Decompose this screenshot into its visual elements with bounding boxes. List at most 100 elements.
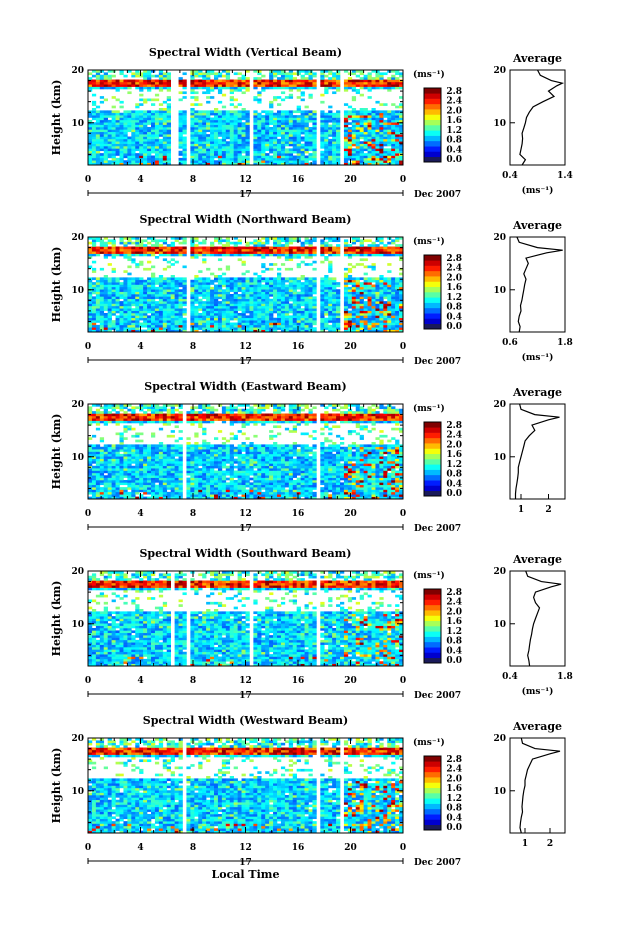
heatmap-cell [371, 313, 376, 316]
heatmap-cell [308, 298, 313, 302]
heatmap-cell [103, 451, 108, 455]
heatmap-cell [277, 84, 282, 87]
heatmap-cell [151, 134, 156, 137]
heatmap-cell [202, 305, 207, 309]
heatmap-cell [202, 148, 207, 152]
heatmap-cell [135, 251, 140, 254]
heatmap-cell [359, 239, 364, 243]
heatmap-cell [395, 81, 400, 85]
heatmap-cell [127, 294, 132, 297]
heatmap-cell [375, 324, 380, 328]
heatmap-cell [265, 241, 270, 245]
heatmap-cell [158, 89, 164, 92]
heatmap-cell [123, 315, 128, 319]
heatmap-cell [190, 115, 195, 118]
heatmap-cell [391, 310, 396, 314]
heatmap-cell [359, 251, 364, 254]
heatmap-cell [237, 136, 242, 140]
heatmap-cell [88, 148, 93, 152]
heatmap-cell [115, 98, 120, 102]
heatmap-cell [194, 81, 199, 85]
heatmap-cell [277, 291, 282, 295]
heatmap-cell [249, 289, 254, 292]
heatmap-cell [336, 298, 341, 302]
heatmap-cell [320, 246, 325, 250]
heatmap-cell [375, 117, 380, 121]
heatmap-cell [371, 148, 376, 152]
heatmap-cell [139, 289, 144, 292]
heatmap-cell [320, 138, 325, 142]
heatmap-cell [202, 253, 207, 257]
heatmap-cell [371, 277, 376, 281]
heatmap-cell [308, 141, 313, 144]
heatmap-cell [292, 305, 297, 309]
heatmap-cell [103, 155, 108, 159]
heatmap-cell [363, 310, 368, 314]
heatmap-cell [206, 110, 211, 114]
heatmap-cell [123, 310, 128, 314]
heatmap-cell [296, 127, 301, 130]
heatmap-cell [395, 248, 400, 252]
y-tick-label: 20 [71, 66, 84, 76]
heatmap-cell [371, 303, 376, 307]
heatmap-cell [151, 70, 156, 73]
heatmap-cell [265, 237, 270, 240]
heatmap-cell [265, 155, 270, 159]
heatmap-cell [399, 134, 404, 137]
heatmap-cell [111, 127, 116, 130]
heatmap-cell [99, 117, 105, 121]
heatmap-cell [107, 327, 112, 330]
heatmap-cell [387, 117, 392, 121]
heatmap-cell [178, 141, 183, 144]
heatmap-cell [336, 79, 341, 83]
heatmap-cell [296, 141, 301, 144]
heatmap-cell [210, 119, 215, 123]
heatmap-cell [245, 270, 250, 273]
heatmap-cell [182, 322, 187, 326]
heatmap-cell [127, 138, 132, 142]
heatmap-cell [296, 72, 301, 76]
heatmap-cell [95, 117, 101, 121]
heatmap-cell [253, 241, 258, 245]
heatmap-cell [190, 150, 195, 154]
heatmap-cell [158, 244, 164, 247]
heatmap-cell [147, 291, 152, 295]
heatmap-cell [277, 277, 282, 281]
heatmap-cell [119, 153, 124, 156]
heatmap-cell [367, 244, 372, 247]
heatmap-cell [221, 112, 227, 116]
heatmap-cell [119, 239, 124, 243]
heatmap-cell [190, 155, 195, 159]
heatmap-cell [154, 289, 160, 292]
heatmap-cell [355, 117, 360, 121]
heatmap-cell [127, 155, 132, 159]
heatmap-cell [363, 327, 368, 330]
heatmap-cell [107, 136, 112, 140]
heatmap-cell [139, 329, 144, 333]
heatmap-cell [91, 93, 97, 97]
heatmap-cell [182, 294, 187, 297]
heatmap-cell [324, 81, 329, 85]
heatmap-cell [119, 112, 124, 116]
heatmap-cell [95, 284, 101, 288]
heatmap-cell [115, 289, 120, 292]
heatmap-cell [147, 267, 152, 271]
heatmap-cell [395, 298, 400, 302]
heatmap-cell [131, 115, 136, 118]
heatmap-cell [359, 317, 364, 321]
heatmap-cell [99, 112, 105, 116]
heatmap-cell [154, 153, 160, 156]
heatmap-cell [229, 117, 234, 121]
heatmap-cell [284, 112, 290, 116]
heatmap-cell [300, 289, 305, 292]
heatmap-cell [229, 324, 234, 328]
date-label: Dec 2007 [414, 357, 461, 367]
heatmap-cell [367, 298, 372, 302]
heatmap-cell [269, 286, 274, 290]
heatmap-cell [139, 317, 144, 321]
heatmap-cell [379, 298, 384, 302]
heatmap-cell [379, 237, 384, 240]
heatmap-cell [147, 237, 152, 240]
heatmap-cell [214, 301, 219, 304]
heatmap-cell [292, 315, 297, 319]
